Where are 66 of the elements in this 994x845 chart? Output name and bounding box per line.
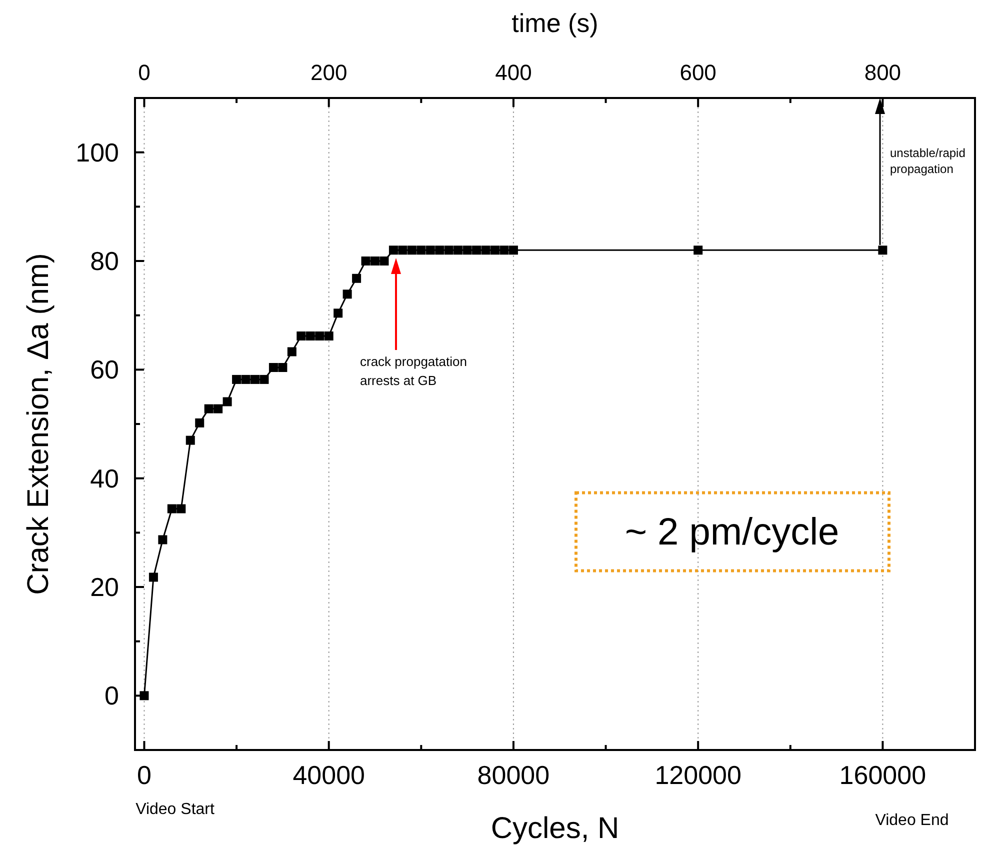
point <box>435 246 444 255</box>
y-tick-label: 100 <box>76 137 119 168</box>
point <box>398 246 408 255</box>
point <box>370 256 380 266</box>
point <box>315 331 324 340</box>
point <box>278 362 288 372</box>
y-tick-label: 60 <box>90 354 119 385</box>
point <box>334 308 343 318</box>
point <box>694 246 703 255</box>
point <box>176 504 186 514</box>
point <box>306 331 315 340</box>
point <box>508 246 518 255</box>
point <box>462 246 472 255</box>
x-tick-label: 120000 <box>654 760 742 790</box>
point <box>878 246 888 255</box>
point <box>260 374 269 384</box>
x-axis-title: Cycles, N <box>490 812 620 845</box>
point <box>296 331 306 340</box>
point <box>490 246 500 255</box>
x-tick-label: 0 <box>136 760 152 790</box>
point <box>167 504 176 514</box>
x2-tick-label: 800 <box>864 60 902 85</box>
point <box>342 290 352 299</box>
point <box>352 274 362 283</box>
x-tick-label: 40000 <box>292 760 365 790</box>
x2-tick-label: 600 <box>680 60 716 85</box>
y-tick-label: 40 <box>90 463 119 494</box>
point <box>232 374 242 384</box>
point <box>186 436 195 445</box>
annotation: crack propgatation arrests at GB <box>360 354 467 388</box>
point <box>204 404 214 414</box>
x-tick-label: 160000 <box>839 760 926 790</box>
x2-tick-label: 200 <box>310 60 348 85</box>
x2-tick-label: 400 <box>495 60 532 85</box>
point <box>380 256 389 266</box>
point <box>324 331 334 340</box>
x2-tick-label: 0 <box>138 60 150 85</box>
point <box>222 397 232 406</box>
annotation: ~ 2 pm/cycle <box>624 512 840 554</box>
point <box>472 246 482 255</box>
point <box>388 246 398 255</box>
x-tick-label: 80000 <box>477 760 550 790</box>
point <box>454 246 463 255</box>
point <box>250 374 260 384</box>
text: Video Start <box>136 801 215 818</box>
annotation: unstable/rapid propagation <box>890 146 966 176</box>
x2-axis-title: time (s) <box>512 8 598 38</box>
point <box>426 246 435 255</box>
text: Video End <box>875 812 949 829</box>
point <box>214 404 223 414</box>
point <box>361 256 370 266</box>
point <box>148 572 158 582</box>
point <box>268 362 278 372</box>
y-tick-label: 80 <box>90 246 119 276</box>
point <box>241 374 250 384</box>
point <box>287 347 296 356</box>
point <box>444 246 454 255</box>
point <box>416 246 426 255</box>
point <box>500 246 509 255</box>
y-tick-label: 0 <box>104 680 119 711</box>
y-tick-label: 20 <box>90 572 119 602</box>
point <box>158 535 168 544</box>
point <box>195 418 204 428</box>
point <box>481 246 490 255</box>
y-axis-title: Crack Extension, Δa (nm) <box>22 253 55 595</box>
point <box>407 246 416 255</box>
